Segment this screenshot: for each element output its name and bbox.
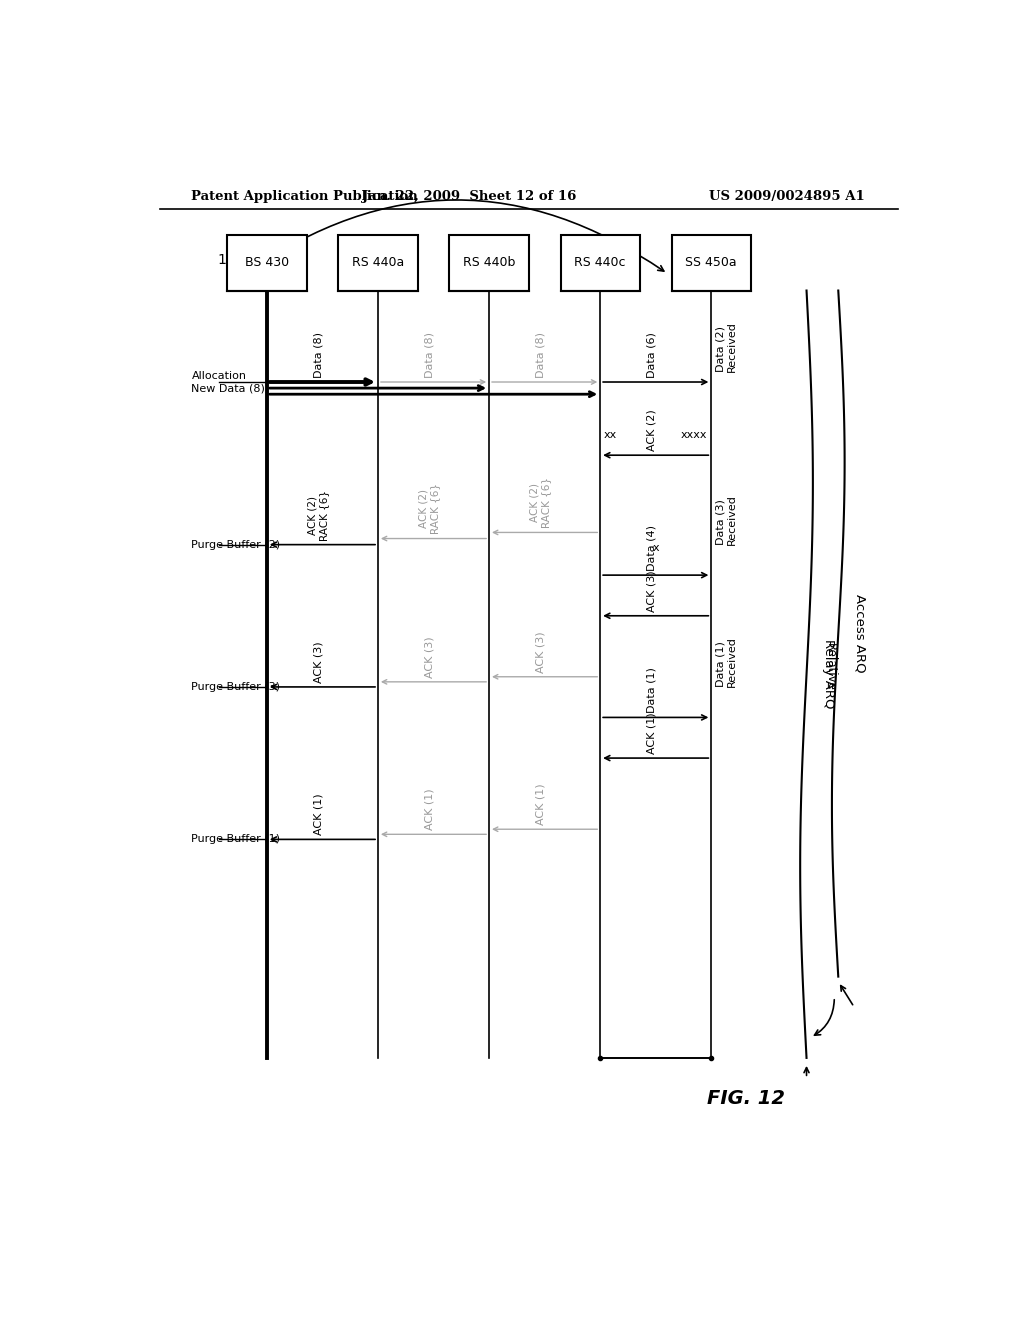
Text: BS 430: BS 430	[245, 256, 289, 269]
Text: Data (4): Data (4)	[647, 525, 656, 572]
Text: RS 440c: RS 440c	[574, 256, 626, 269]
Text: ACK (3): ACK (3)	[536, 631, 546, 673]
Text: SS 450a: SS 450a	[685, 256, 737, 269]
Text: Purge Buffer (1): Purge Buffer (1)	[191, 834, 281, 845]
Text: ACK (3): ACK (3)	[425, 636, 434, 677]
Text: Data (1)
Received: Data (1) Received	[715, 636, 737, 686]
Text: ACK (1): ACK (1)	[313, 793, 324, 836]
Text: ACK (2)
RACK {6}: ACK (2) RACK {6}	[419, 483, 440, 535]
Text: ACK (2)
RACK {6}: ACK (2) RACK {6}	[529, 478, 552, 528]
Text: FIG. 12: FIG. 12	[708, 1089, 785, 1107]
Text: Data (8): Data (8)	[313, 331, 324, 378]
Text: Relative: Relative	[824, 643, 837, 690]
Text: Patent Application Publication: Patent Application Publication	[191, 190, 418, 202]
Text: Data (8): Data (8)	[425, 331, 434, 378]
Text: Data (1): Data (1)	[647, 668, 656, 713]
Text: Data (2)
Received: Data (2) Received	[715, 321, 737, 372]
Text: Purge Buffer (3): Purge Buffer (3)	[191, 682, 281, 692]
Text: Allocation
New Data (8): Allocation New Data (8)	[191, 371, 265, 393]
Text: ACK (3): ACK (3)	[313, 642, 324, 682]
Text: Relay ARQ: Relay ARQ	[822, 639, 836, 709]
Text: xx: xx	[604, 430, 617, 440]
Bar	[227, 235, 306, 290]
Text: Data (8): Data (8)	[536, 331, 546, 378]
Text: ACK (1): ACK (1)	[536, 784, 546, 825]
Text: ACK (2)
RACK {6}: ACK (2) RACK {6}	[307, 490, 330, 541]
Bar	[672, 235, 751, 290]
Bar	[560, 235, 640, 290]
Text: xxxx: xxxx	[681, 430, 708, 440]
Text: Data (3)
Received: Data (3) Received	[715, 494, 737, 545]
Text: Data (6): Data (6)	[647, 333, 656, 378]
Text: RS 440b: RS 440b	[463, 256, 515, 269]
Text: 1200: 1200	[217, 253, 253, 267]
Text: ACK (2): ACK (2)	[647, 409, 656, 451]
Bar	[450, 235, 528, 290]
Text: ACK (1): ACK (1)	[425, 788, 434, 830]
Text: ACK (3): ACK (3)	[647, 570, 656, 611]
Text: Access ARQ: Access ARQ	[854, 594, 867, 673]
Text: RS 440a: RS 440a	[352, 256, 404, 269]
Text: Purge Buffer (2): Purge Buffer (2)	[191, 540, 281, 549]
Text: Jan. 22, 2009  Sheet 12 of 16: Jan. 22, 2009 Sheet 12 of 16	[362, 190, 577, 202]
Bar	[338, 235, 418, 290]
Text: US 2009/0024895 A1: US 2009/0024895 A1	[709, 190, 864, 202]
Text: x: x	[652, 543, 659, 553]
Text: ACK (1): ACK (1)	[647, 713, 656, 754]
